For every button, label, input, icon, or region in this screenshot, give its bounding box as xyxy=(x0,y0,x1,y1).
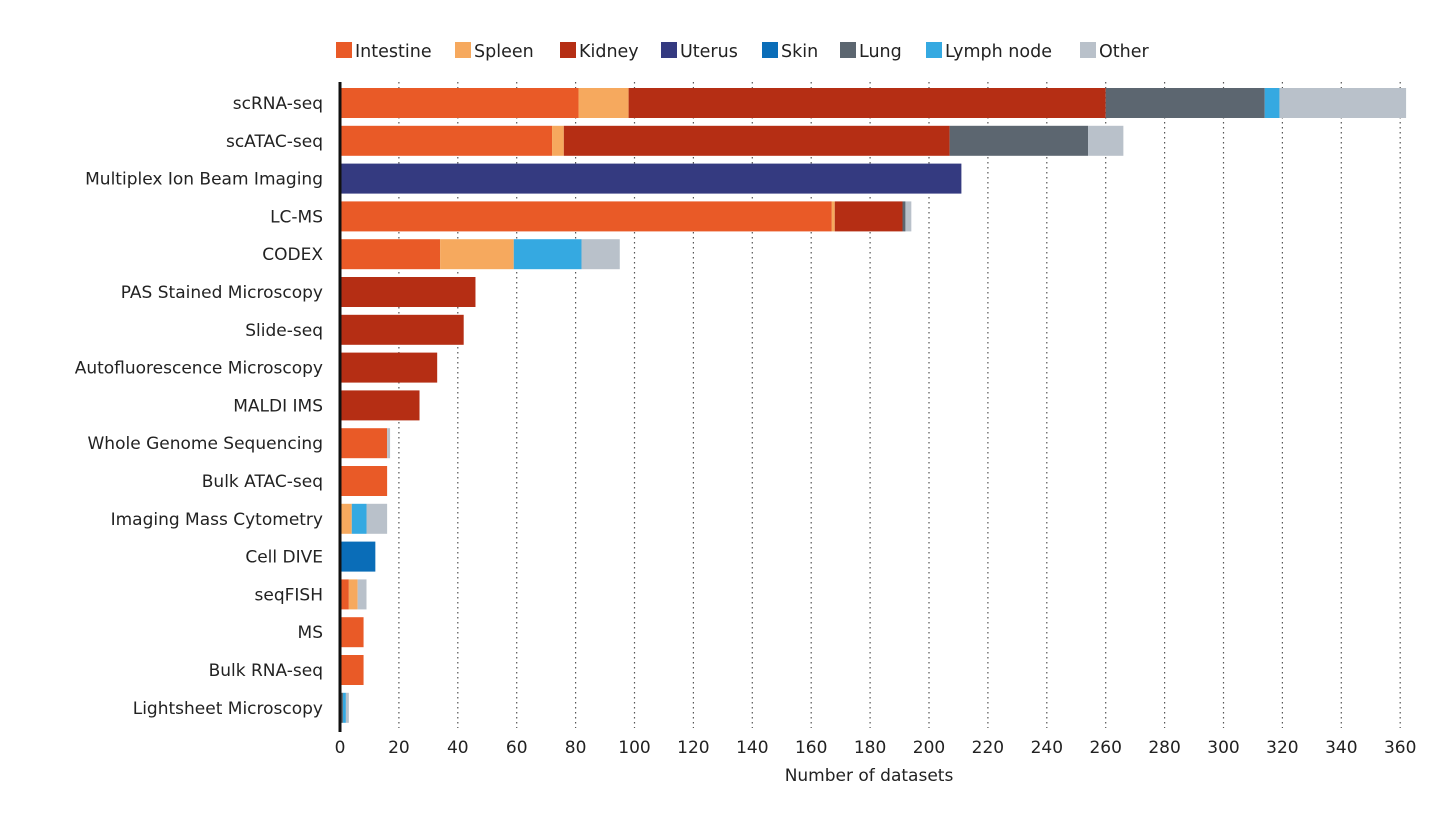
category-label: CODEX xyxy=(262,245,323,265)
bar-segment xyxy=(340,617,364,648)
bar-segment xyxy=(340,503,352,534)
bar-segment xyxy=(340,352,438,383)
x-tick-label: 80 xyxy=(565,738,587,758)
bar-segment xyxy=(342,692,346,723)
x-tick-label: 120 xyxy=(677,738,709,758)
bar-segment xyxy=(905,201,912,232)
bar-segment xyxy=(351,503,367,534)
legend-swatch xyxy=(336,42,352,58)
bar-segment xyxy=(440,239,514,270)
x-tick-label: 60 xyxy=(506,738,528,758)
legend-label: Lymph node xyxy=(945,42,1052,62)
x-tick-label: 100 xyxy=(618,738,650,758)
bar-segment xyxy=(340,655,364,685)
category-label: scRNA-seq xyxy=(233,94,323,114)
bar-segment xyxy=(513,239,582,270)
x-tick-label: 140 xyxy=(736,738,768,758)
bar-segment xyxy=(340,579,349,610)
bar-segment xyxy=(340,466,388,496)
legend-swatch xyxy=(455,42,471,58)
bar-segment xyxy=(340,390,420,421)
x-tick-label: 160 xyxy=(795,738,827,758)
x-tick-label: 260 xyxy=(1089,738,1121,758)
bar-segment xyxy=(831,201,835,232)
legend-swatch xyxy=(840,42,856,58)
legend-label: Spleen xyxy=(474,42,534,62)
x-tick-label: 40 xyxy=(447,738,469,758)
category-label: MALDI IMS xyxy=(233,396,323,416)
category-label: scATAC-seq xyxy=(226,132,323,152)
x-axis-title: Number of datasets xyxy=(785,766,954,786)
legend-swatch xyxy=(1080,42,1096,58)
bar-segment xyxy=(340,277,476,307)
legend-label: Intestine xyxy=(355,42,432,62)
bar-segment xyxy=(340,239,441,270)
bar-segment xyxy=(581,239,620,270)
category-label: Imaging Mass Cytometry xyxy=(111,510,323,530)
category-labels: scRNA-seq scATAC-seq Multiplex Ion Beam Im… xyxy=(75,94,324,719)
category-label: Cell DIVE xyxy=(245,548,323,568)
category-label: MS xyxy=(298,623,323,643)
legend: Intestine Spleen Kidney Uterus Skin Lung Lymph… xyxy=(336,42,1149,62)
category-label: Multiplex Ion Beam Imaging xyxy=(85,170,323,190)
legend-label: Uterus xyxy=(680,42,738,62)
legend-swatch xyxy=(661,42,677,58)
bar-segment xyxy=(345,692,349,723)
category-label: Slide-seq xyxy=(245,321,323,341)
x-tick-label: 180 xyxy=(854,738,886,758)
bar-segment xyxy=(340,541,376,572)
x-tick-label: 20 xyxy=(388,738,410,758)
category-label: LC-MS xyxy=(270,207,323,227)
x-tick-label: 300 xyxy=(1207,738,1239,758)
bar-segment xyxy=(1279,88,1407,118)
x-tick-label: 240 xyxy=(1031,738,1063,758)
x-tick-label: 320 xyxy=(1266,738,1298,758)
x-tick-label: 340 xyxy=(1325,738,1357,758)
legend-label: Kidney xyxy=(579,42,639,62)
x-tick-label: 200 xyxy=(913,738,945,758)
category-label: PAS Stained Microscopy xyxy=(121,283,323,303)
bar-segment xyxy=(563,125,950,156)
bar-segment xyxy=(357,579,367,610)
x-tick-label: 220 xyxy=(972,738,1004,758)
bars xyxy=(340,88,1407,723)
category-label: Lightsheet Microscopy xyxy=(133,699,323,719)
bar-segment xyxy=(628,88,1106,118)
legend-swatch xyxy=(560,42,576,58)
bar-segment xyxy=(1264,88,1280,118)
bar-segment xyxy=(340,428,388,459)
category-label: Whole Genome Sequencing xyxy=(88,434,324,454)
bar-segment xyxy=(340,125,553,156)
category-label: seqFISH xyxy=(255,585,323,605)
bar-segment xyxy=(366,503,388,534)
bar-segment xyxy=(348,579,358,610)
bar-segment xyxy=(340,201,832,232)
category-label: Autofluorescence Microscopy xyxy=(75,359,323,379)
legend-label: Lung xyxy=(859,42,902,62)
legend-swatch xyxy=(762,42,778,58)
x-tick-label: 280 xyxy=(1148,738,1180,758)
category-label: Bulk ATAC-seq xyxy=(202,472,323,492)
legend-label: Skin xyxy=(781,42,818,62)
x-tick-labels: 0 20 40 60 80 100 120 140 160 180 200 220 240 260 280 3… xyxy=(335,738,1417,758)
x-tick-label: 0 xyxy=(335,738,346,758)
x-tick-label: 360 xyxy=(1384,738,1416,758)
bar-segment xyxy=(834,201,903,232)
bar-segment xyxy=(1088,125,1124,156)
bar-segment xyxy=(340,314,464,345)
category-label: Bulk RNA-seq xyxy=(209,661,323,681)
legend-label: Other xyxy=(1099,42,1149,62)
bar-segment xyxy=(340,163,962,194)
bar-segment xyxy=(387,428,391,459)
bar-segment xyxy=(902,201,906,232)
bar-segment xyxy=(578,88,629,118)
bar-segment xyxy=(552,125,564,156)
bar-segment xyxy=(1105,88,1265,118)
legend-swatch xyxy=(926,42,942,58)
bar-segment xyxy=(949,125,1089,156)
bar-segment xyxy=(340,88,579,118)
